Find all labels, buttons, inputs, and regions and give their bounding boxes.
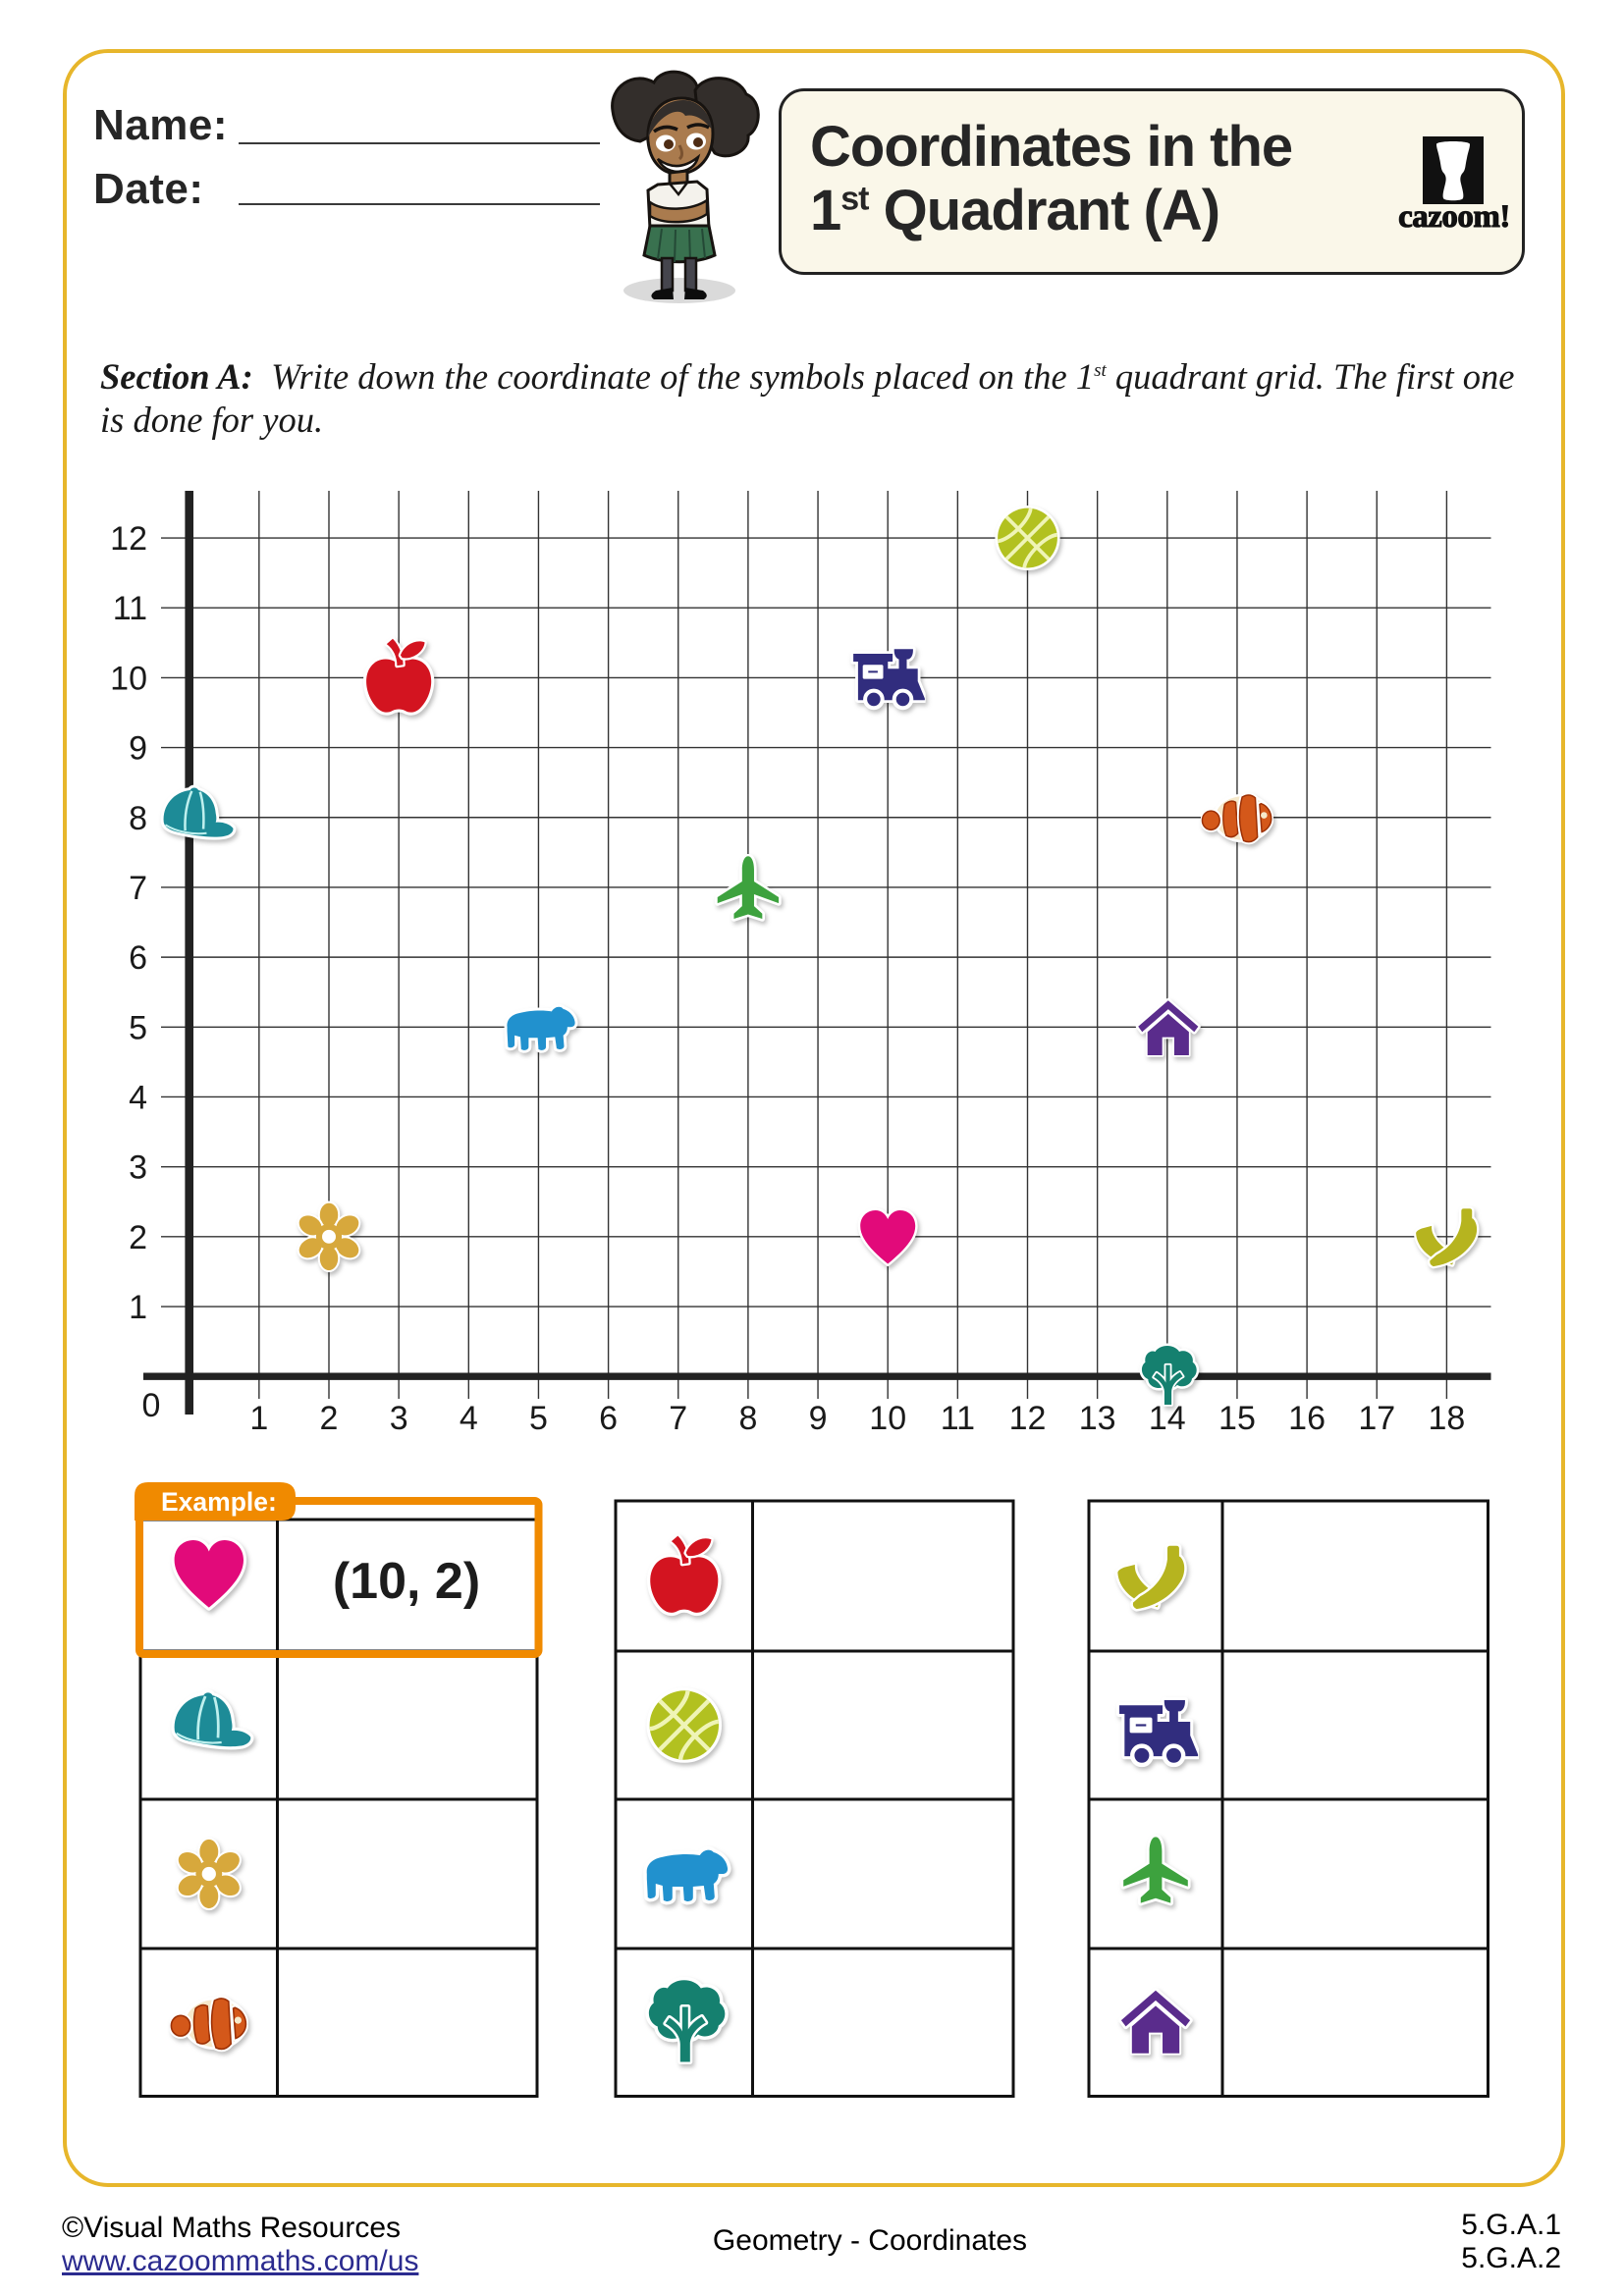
svg-text:7: 7 bbox=[129, 870, 147, 907]
svg-text:17: 17 bbox=[1358, 1400, 1395, 1437]
svg-text:10: 10 bbox=[110, 660, 147, 697]
svg-text:12: 12 bbox=[110, 520, 147, 558]
svg-text:11: 11 bbox=[113, 590, 147, 627]
svg-text:Example:: Example: bbox=[161, 1487, 277, 1517]
svg-text:1: 1 bbox=[129, 1289, 147, 1326]
svg-text:15: 15 bbox=[1218, 1400, 1256, 1437]
svg-text:8: 8 bbox=[129, 800, 147, 837]
svg-text:2: 2 bbox=[320, 1400, 339, 1437]
svg-text:6: 6 bbox=[599, 1400, 618, 1437]
svg-text:4: 4 bbox=[129, 1079, 147, 1116]
svg-text:13: 13 bbox=[1079, 1400, 1116, 1437]
svg-text:16: 16 bbox=[1288, 1400, 1326, 1437]
svg-text:1: 1 bbox=[249, 1400, 268, 1437]
svg-text:4: 4 bbox=[460, 1400, 478, 1437]
svg-text:9: 9 bbox=[809, 1400, 828, 1437]
svg-text:2: 2 bbox=[129, 1219, 147, 1256]
svg-text:3: 3 bbox=[390, 1400, 408, 1437]
svg-text:3: 3 bbox=[129, 1149, 147, 1187]
svg-text:0: 0 bbox=[142, 1387, 161, 1424]
svg-text:5: 5 bbox=[529, 1400, 548, 1437]
svg-text:9: 9 bbox=[129, 730, 147, 768]
svg-text:5: 5 bbox=[129, 1009, 147, 1046]
svg-text:18: 18 bbox=[1428, 1400, 1465, 1437]
svg-text:10: 10 bbox=[869, 1400, 906, 1437]
svg-text:7: 7 bbox=[669, 1400, 687, 1437]
svg-text:12: 12 bbox=[1009, 1400, 1047, 1437]
svg-text:11: 11 bbox=[941, 1400, 975, 1437]
svg-text:6: 6 bbox=[129, 939, 147, 977]
svg-text:(10, 2): (10, 2) bbox=[333, 1553, 480, 1610]
svg-text:8: 8 bbox=[738, 1400, 757, 1437]
